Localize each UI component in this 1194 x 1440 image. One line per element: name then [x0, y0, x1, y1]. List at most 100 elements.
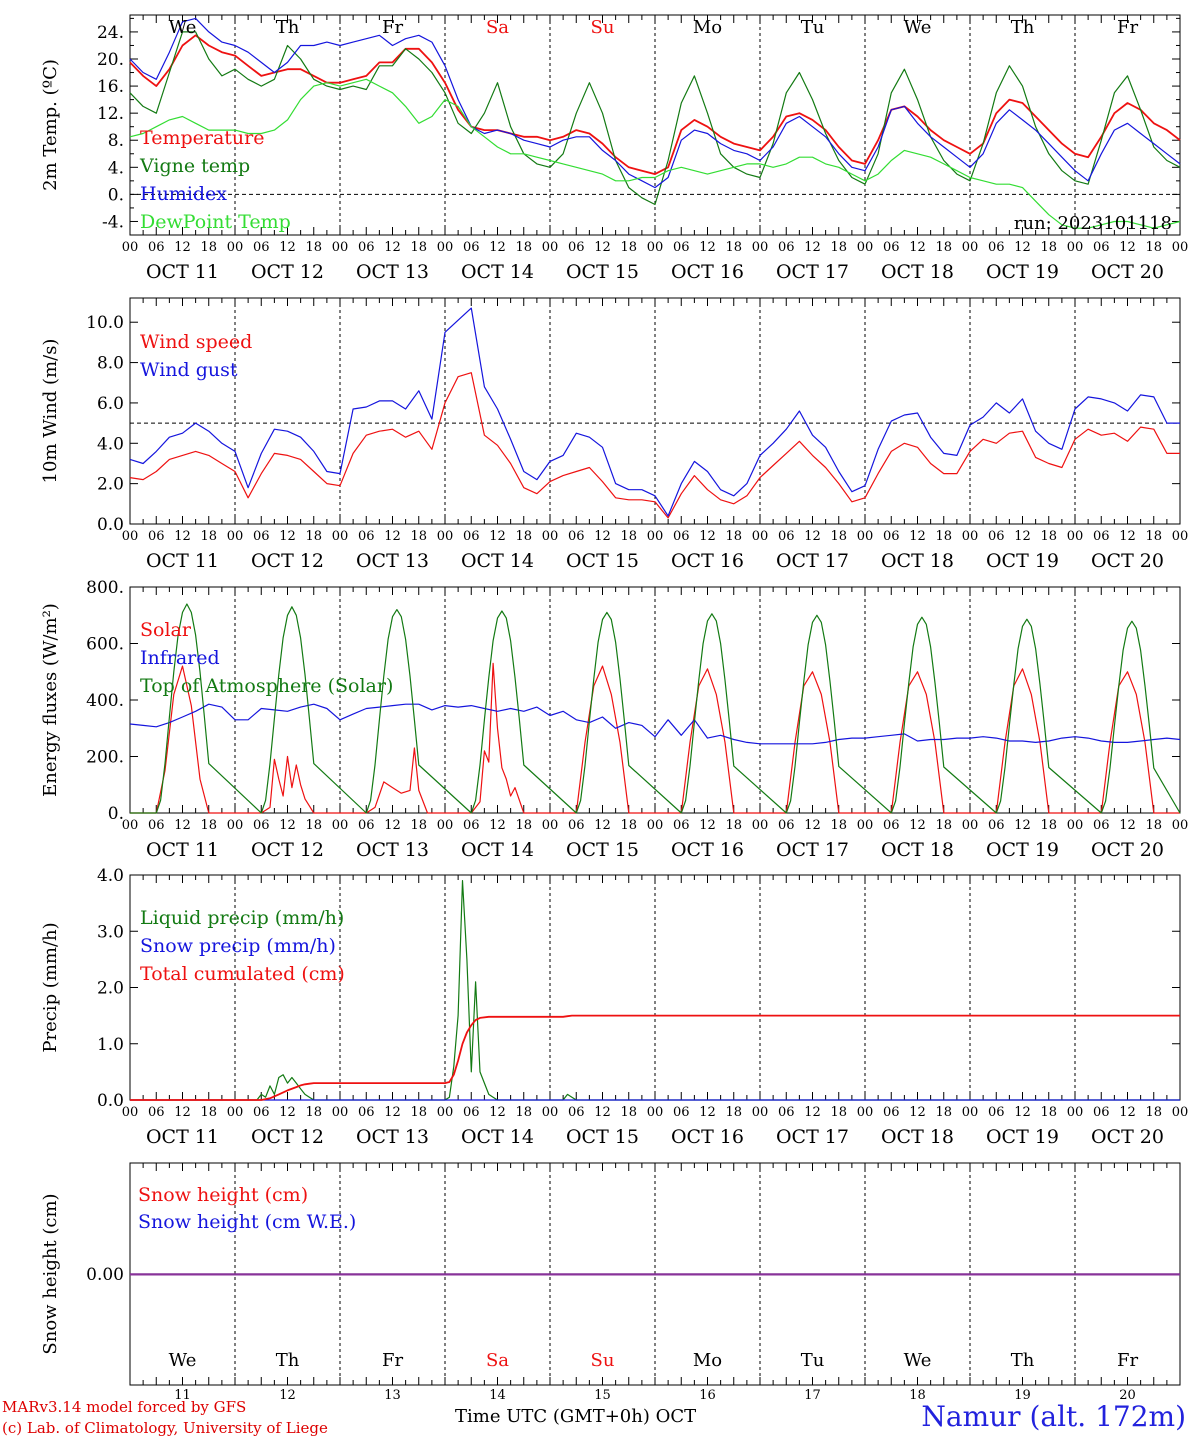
- x-hour-label: 18: [515, 1105, 532, 1120]
- x-hour-label: 12: [489, 529, 506, 544]
- x-date-label: OCT 17: [776, 839, 849, 861]
- x-date-label: OCT 17: [776, 1126, 849, 1148]
- x-hour-label: 18: [515, 529, 532, 544]
- x-date-label: OCT 20: [1091, 261, 1164, 283]
- day-of-week-label: Sa: [486, 17, 509, 38]
- x-hour-label: 18: [410, 529, 427, 544]
- x-hour-label: 18: [1040, 240, 1057, 255]
- x-date-label: OCT 14: [461, 839, 534, 861]
- x-hour-label: 18: [725, 1105, 742, 1120]
- x-hour-label: 18: [725, 529, 742, 544]
- x-hour-label: 06: [358, 1105, 375, 1120]
- x-hour-label: 00: [437, 240, 454, 255]
- x-hour-label: 18: [830, 818, 847, 833]
- x-hour-label: 00: [857, 529, 874, 544]
- x-hour-label: 18: [1145, 1105, 1162, 1120]
- x-axis-title: Time UTC (GMT+0h) OCT: [455, 1406, 697, 1427]
- x-hour-label: 06: [463, 818, 480, 833]
- x-hour-label: 00: [542, 240, 559, 255]
- x-hour-label: 12: [1119, 1105, 1136, 1120]
- x-hour-label: 00: [1172, 240, 1189, 255]
- x-hour-label: 18: [1040, 1105, 1057, 1120]
- x-hour-label: 00: [122, 818, 139, 833]
- y-axis-label: 10m Wind (m/s): [40, 339, 61, 484]
- day-of-week-label: Tu: [801, 17, 825, 38]
- bottom-day-label: We: [169, 1350, 197, 1371]
- bottom-day-label: Fr: [382, 1350, 403, 1371]
- station-label: Namur (alt. 172m): [921, 1400, 1186, 1433]
- x-hour-label: 12: [279, 529, 296, 544]
- x-hour-label: 12: [384, 818, 401, 833]
- x-date-label: OCT 14: [461, 1126, 534, 1148]
- x-hour-label: 18: [305, 240, 322, 255]
- legend-entry: Snow height (cm): [138, 1184, 308, 1206]
- x-hour-label: 12: [1014, 240, 1031, 255]
- y-tick-label: 6.0: [97, 394, 124, 414]
- y-axis-label: 2m Temp. (ºC): [40, 59, 61, 191]
- x-hour-label: 00: [227, 1105, 244, 1120]
- x-hour-label: 06: [253, 1105, 270, 1120]
- x-date-label: OCT 19: [986, 1126, 1059, 1148]
- x-date-label: OCT 18: [881, 839, 954, 861]
- x-hour-label: 18: [830, 529, 847, 544]
- x-hour-label: 00: [1067, 240, 1084, 255]
- bottom-day-number: 12: [279, 1388, 296, 1403]
- bottom-day-label: Sa: [486, 1350, 509, 1371]
- y-tick-label: 3.0: [97, 922, 124, 942]
- x-hour-label: 18: [1145, 818, 1162, 833]
- x-hour-label: 12: [594, 240, 611, 255]
- legend-entry: DewPoint Temp: [140, 211, 291, 233]
- x-hour-label: 12: [279, 1105, 296, 1120]
- x-hour-label: 06: [253, 240, 270, 255]
- x-hour-label: 00: [332, 818, 349, 833]
- x-hour-label: 12: [909, 818, 926, 833]
- x-hour-label: 12: [594, 1105, 611, 1120]
- y-tick-label: 16.: [97, 77, 124, 97]
- x-hour-label: 18: [725, 240, 742, 255]
- bottom-day-number: 15: [594, 1388, 611, 1403]
- lab-credit: (c) Lab. of Climatology, University of L…: [2, 1419, 328, 1437]
- day-of-week-label: We: [904, 17, 932, 38]
- bottom-day-label: We: [904, 1350, 932, 1371]
- day-of-week-label: Su: [591, 17, 615, 38]
- bottom-day-label: Su: [591, 1350, 615, 1371]
- x-hour-label: 00: [437, 529, 454, 544]
- legend-entry: Vigne temp: [139, 155, 250, 177]
- model-credit: MARv3.14 model forced by GFS: [2, 1398, 247, 1416]
- x-hour-label: 12: [1014, 529, 1031, 544]
- y-tick-label: 4.0: [97, 434, 124, 454]
- y-tick-label: -4.: [102, 212, 124, 232]
- x-hour-label: 06: [988, 240, 1005, 255]
- day-of-week-label: Mo: [693, 17, 722, 38]
- x-hour-label: 18: [620, 818, 637, 833]
- x-hour-label: 00: [227, 818, 244, 833]
- y-axis-label: Snow height (cm): [40, 1193, 61, 1354]
- bottom-day-label: Tu: [801, 1350, 825, 1371]
- x-date-label: OCT 16: [671, 1126, 744, 1148]
- x-hour-label: 00: [647, 240, 664, 255]
- x-hour-label: 00: [962, 240, 979, 255]
- x-hour-label: 00: [857, 1105, 874, 1120]
- x-hour-label: 18: [305, 818, 322, 833]
- x-date-label: OCT 15: [566, 550, 639, 572]
- series-line-vigne-temp: [129, 31, 1181, 206]
- x-hour-label: 06: [253, 529, 270, 544]
- legend-entry: Wind speed: [140, 331, 252, 353]
- x-hour-label: 00: [437, 1105, 454, 1120]
- legend-entry: Liquid precip (mm/h): [140, 907, 344, 929]
- x-date-label: OCT 20: [1091, 839, 1164, 861]
- x-hour-label: 18: [515, 240, 532, 255]
- x-hour-label: 12: [1014, 818, 1031, 833]
- x-date-label: OCT 16: [671, 839, 744, 861]
- x-hour-label: 18: [935, 240, 952, 255]
- x-hour-label: 12: [699, 818, 716, 833]
- x-hour-label: 06: [148, 240, 165, 255]
- y-tick-label: 12.: [97, 104, 124, 124]
- x-hour-label: 00: [542, 1105, 559, 1120]
- x-hour-label: 12: [489, 818, 506, 833]
- x-hour-label: 06: [568, 818, 585, 833]
- series-line-dewpoint-temp: [129, 78, 1181, 229]
- x-hour-label: 00: [122, 1105, 139, 1120]
- series-line-wind-gust: [129, 307, 1180, 517]
- x-hour-label: 00: [647, 1105, 664, 1120]
